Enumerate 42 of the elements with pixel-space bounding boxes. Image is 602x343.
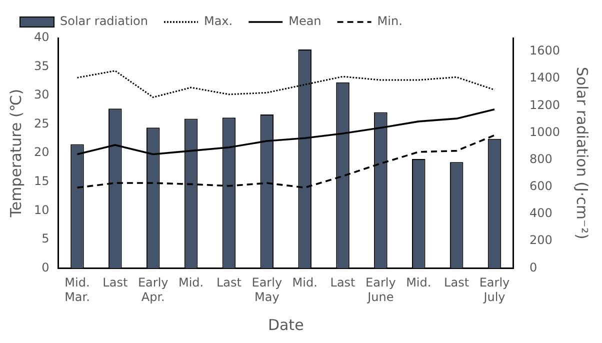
y2-tick-label: 800 bbox=[529, 152, 552, 166]
y2-tick-label: 1000 bbox=[529, 124, 560, 139]
y2-tick-label: 600 bbox=[529, 179, 552, 194]
y2-tick-label: 1400 bbox=[529, 70, 560, 85]
legend-label: Max. bbox=[204, 14, 233, 28]
category-label: Mid. bbox=[178, 276, 204, 290]
legend-label: Solar radiation bbox=[60, 14, 148, 28]
category-label: Mar. bbox=[64, 290, 90, 304]
category-label: Early bbox=[252, 276, 282, 290]
category-label: Early bbox=[479, 276, 510, 290]
y-tick-label: 35 bbox=[34, 58, 50, 73]
y-tick-label: 5 bbox=[42, 232, 50, 246]
y-axis-title: Temperature (℃) bbox=[6, 88, 25, 218]
y2-tick-label: 0 bbox=[529, 260, 538, 274]
y-tick-label: 15 bbox=[34, 174, 50, 188]
category-label: Early bbox=[138, 276, 168, 290]
y-tick-label: 20 bbox=[34, 145, 50, 160]
y2-axis-title: Solar radiation (J·cm⁻²) bbox=[573, 66, 592, 240]
legend-label: Mean bbox=[288, 14, 322, 28]
legend-label: Min. bbox=[377, 14, 402, 28]
category-label: Apr. bbox=[141, 290, 165, 304]
y2-tick-label: 1600 bbox=[529, 44, 560, 58]
category-label: Last bbox=[444, 276, 470, 290]
y2-tick-label: 200 bbox=[529, 233, 552, 248]
category-label: July bbox=[484, 290, 506, 304]
category-label: Mid. bbox=[64, 276, 90, 290]
category-label: May bbox=[254, 290, 280, 304]
category-label: Early bbox=[366, 276, 396, 290]
category-label: Mid. bbox=[406, 276, 432, 290]
category-label: Mid. bbox=[292, 276, 318, 290]
y-tick-label: 40 bbox=[34, 30, 50, 44]
y-tick-label: 10 bbox=[34, 202, 50, 217]
category-label: Last bbox=[102, 276, 128, 290]
x-axis-title: Date bbox=[268, 316, 304, 334]
category-label: June bbox=[368, 290, 394, 304]
y2-tick-label: 1200 bbox=[529, 98, 560, 112]
y-tick-label: 30 bbox=[34, 88, 50, 102]
y-tick-label: 25 bbox=[34, 116, 50, 130]
category-label: Last bbox=[330, 276, 356, 290]
category-label: Last bbox=[216, 276, 242, 290]
y-tick-label: 0 bbox=[42, 260, 50, 274]
y2-tick-label: 400 bbox=[529, 206, 552, 220]
